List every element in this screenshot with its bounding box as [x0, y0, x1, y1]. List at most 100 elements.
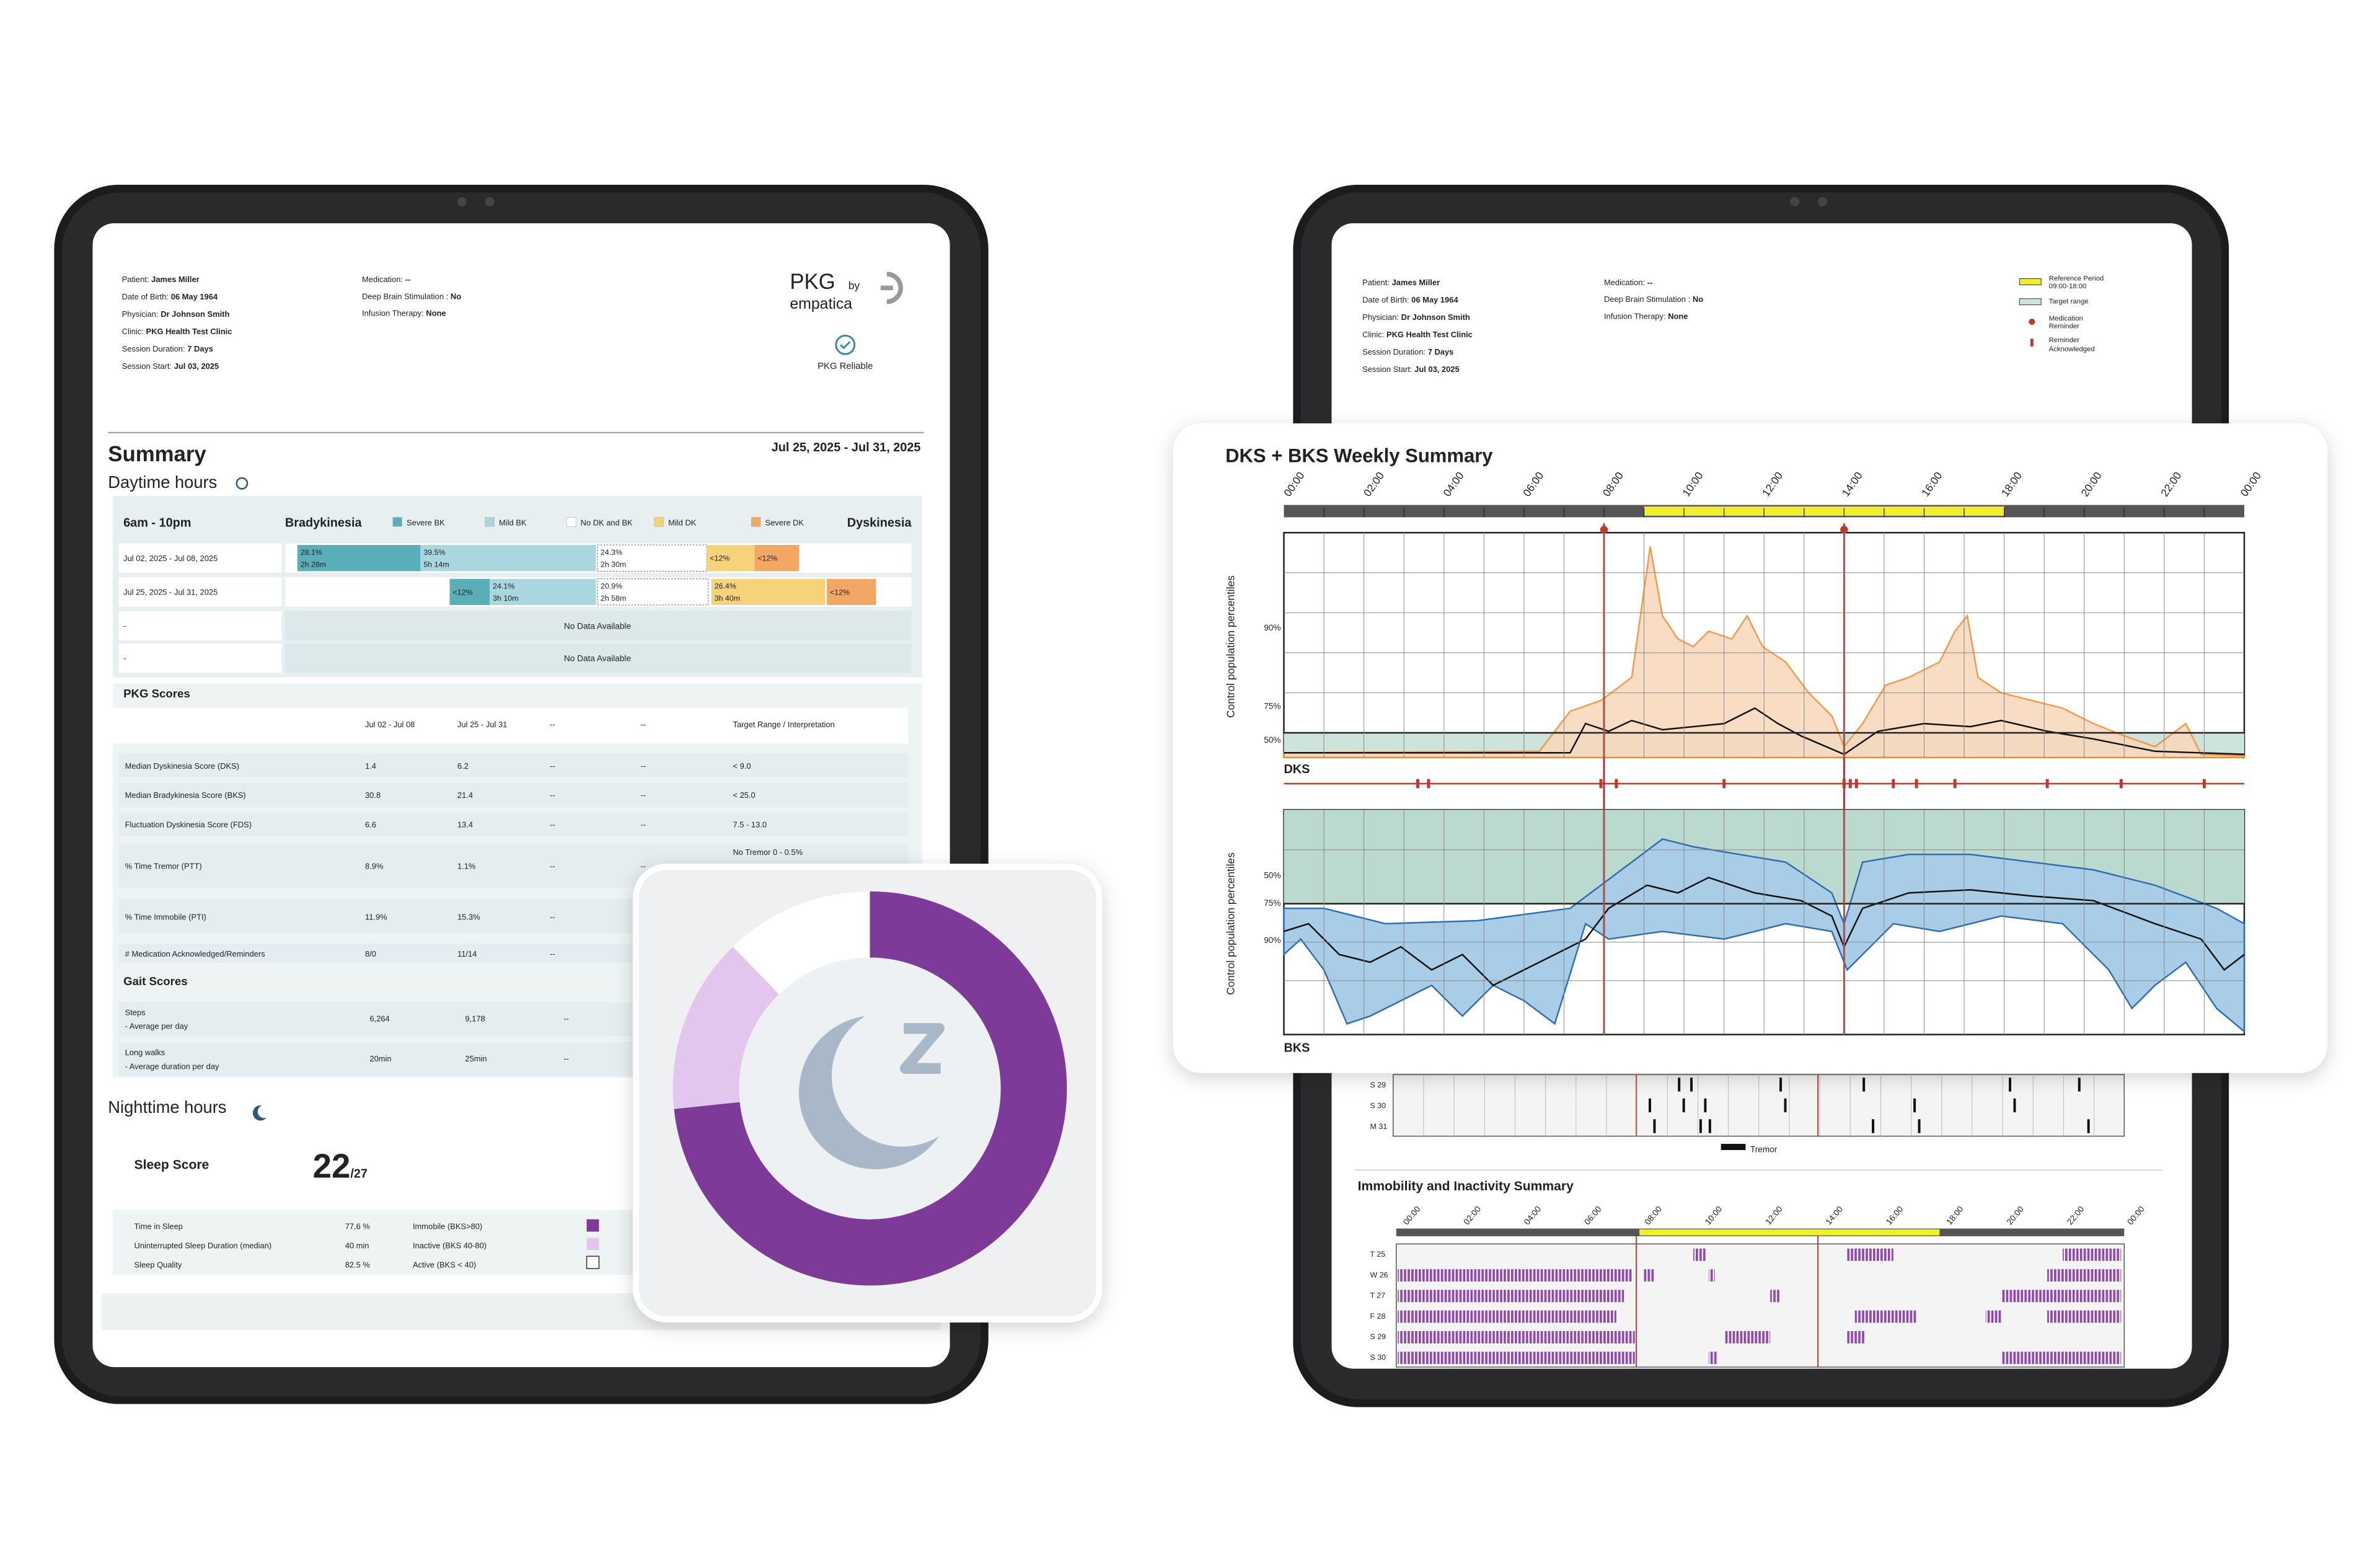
score-value: -- — [550, 790, 555, 800]
info-value: No — [451, 292, 461, 301]
score-value: 15.3% — [457, 912, 480, 921]
daytime-title: Daytime hours — [108, 472, 217, 492]
score-row — [118, 753, 909, 778]
activity-band — [1708, 1269, 1715, 1282]
info-label: Medication: — [362, 275, 403, 284]
no-data-cell — [284, 611, 912, 641]
info-line: Deep Brain Stimulation : No — [362, 292, 461, 301]
activity-band — [1398, 1330, 1635, 1343]
card-title: DKS + BKS Weekly Summary — [1225, 445, 1493, 467]
segment — [449, 578, 490, 605]
segment-label: 2h 58m — [601, 594, 626, 603]
info-line: Physician: Dr Johnson Smith — [1362, 312, 1470, 322]
reminder-mark — [2202, 779, 2206, 789]
reminder-mark — [1892, 779, 1895, 789]
info-label: Patient: — [122, 275, 149, 284]
sleep-metric-value: 82.5 % — [345, 1260, 371, 1270]
activity-band — [2047, 1310, 2122, 1323]
tremor-mark — [2009, 1078, 2012, 1092]
info-label: Session Start: — [122, 362, 172, 371]
info-value: Jul 03, 2025 — [1414, 365, 1459, 374]
info-label: Infusion Therapy: — [362, 309, 424, 318]
segment-label: 39.5% — [423, 548, 445, 557]
segment-label: 24.1% — [493, 582, 514, 590]
info-value: -- — [405, 275, 411, 284]
column-header: -- — [550, 720, 555, 729]
day-label: F 28 — [1370, 1312, 1386, 1321]
tremor-mark — [1872, 1119, 1875, 1133]
info-label: Clinic: — [1362, 330, 1384, 339]
dks-median-line — [1284, 707, 2245, 756]
tremor-day: M 31 — [1370, 1122, 1388, 1131]
legend-label: Severe DK — [765, 518, 804, 528]
nighttime-title: Nighttime hours — [108, 1097, 226, 1117]
sleep-score-max: /27 — [350, 1167, 368, 1181]
info-line: Session Start: Jul 03, 2025 — [1362, 365, 1460, 374]
tremor-mark — [2013, 1098, 2016, 1113]
info-value: -- — [1647, 278, 1653, 287]
sleep-score: 22/27 — [313, 1148, 368, 1185]
activity-legend: Inactive (BKS 40-80) — [413, 1241, 487, 1250]
info-value: Dr Johnson Smith — [161, 309, 229, 319]
dks-tick-label: 90% — [1264, 623, 1280, 632]
score-value: < 9.0 — [733, 761, 751, 771]
score-value: 11/14 — [457, 949, 477, 958]
segment-label: 24.3% — [601, 548, 622, 557]
tremor-mark — [1682, 1098, 1685, 1113]
info-line: Infusion Therapy: None — [362, 309, 446, 318]
segment-label: <12% — [453, 588, 473, 596]
activity-band — [2001, 1352, 2122, 1365]
segment — [597, 578, 709, 606]
tremor-mark — [1862, 1078, 1866, 1092]
info-value: 7 Days — [187, 345, 213, 354]
info-line: Patient: James Miller — [1362, 278, 1440, 287]
sleep-metric-value: 77.6 % — [345, 1222, 371, 1231]
score-value: 11.9% — [365, 912, 387, 921]
info-line: Infusion Therapy: None — [1604, 312, 1688, 321]
logo-by: by — [848, 279, 860, 291]
legend-swatch — [392, 516, 402, 527]
tremor-mark — [1708, 1119, 1711, 1133]
info-value: James Miller — [1392, 278, 1440, 287]
bks-median-line — [1284, 877, 2245, 986]
segment — [490, 578, 596, 605]
activity-band — [1693, 1248, 1706, 1261]
score-value: 7.5 - 13.0 — [733, 820, 767, 829]
segment-label: 3h 10m — [493, 594, 518, 603]
day-label: W 26 — [1370, 1270, 1388, 1279]
info-line: Physician: Dr Johnson Smith — [122, 309, 230, 319]
activity-band — [1708, 1352, 1718, 1365]
sleep-metric: Time in Sleep — [134, 1222, 183, 1231]
info-label: Deep Brain Stimulation : — [1604, 295, 1690, 304]
legend-swatch — [654, 516, 664, 527]
reminder-mark — [1842, 779, 1846, 789]
legend-label: Severe BK — [407, 518, 445, 528]
tremor-mark — [1678, 1078, 1681, 1092]
tremor-mark — [2078, 1078, 2081, 1092]
gait-value: 6,264 — [369, 1014, 389, 1023]
score-row — [118, 812, 909, 836]
row-label: Jul 25, 2025 - Jul 31, 2025 — [123, 587, 218, 596]
report-legend: Medication — [2049, 315, 2083, 322]
dks-tick-label: 50% — [1264, 735, 1280, 745]
segment — [420, 545, 596, 572]
score-value: 13.4 — [457, 820, 473, 829]
segment-label: <12% — [757, 554, 777, 563]
activity-band — [1847, 1330, 1866, 1343]
score-value: < 25.0 — [733, 790, 755, 800]
activity-band — [2062, 1248, 2122, 1261]
score-value: -- — [640, 761, 646, 771]
info-line: Deep Brain Stimulation : No — [1604, 295, 1703, 304]
column-header: Jul 25 - Jul 31 — [457, 720, 507, 729]
score-value: 6.2 — [457, 761, 469, 771]
report-legend: Target range — [2049, 298, 2089, 306]
daytime-hours: 6am - 10pm — [123, 516, 191, 530]
legend-label: Mild BK — [499, 518, 527, 528]
score-name: % Time Tremor (PTT) — [125, 861, 202, 870]
info-line: Date of Birth: 06 May 1964 — [1362, 295, 1458, 304]
segment-label: 3h 40m — [715, 594, 740, 603]
gait-name: Long walks — [125, 1048, 165, 1057]
